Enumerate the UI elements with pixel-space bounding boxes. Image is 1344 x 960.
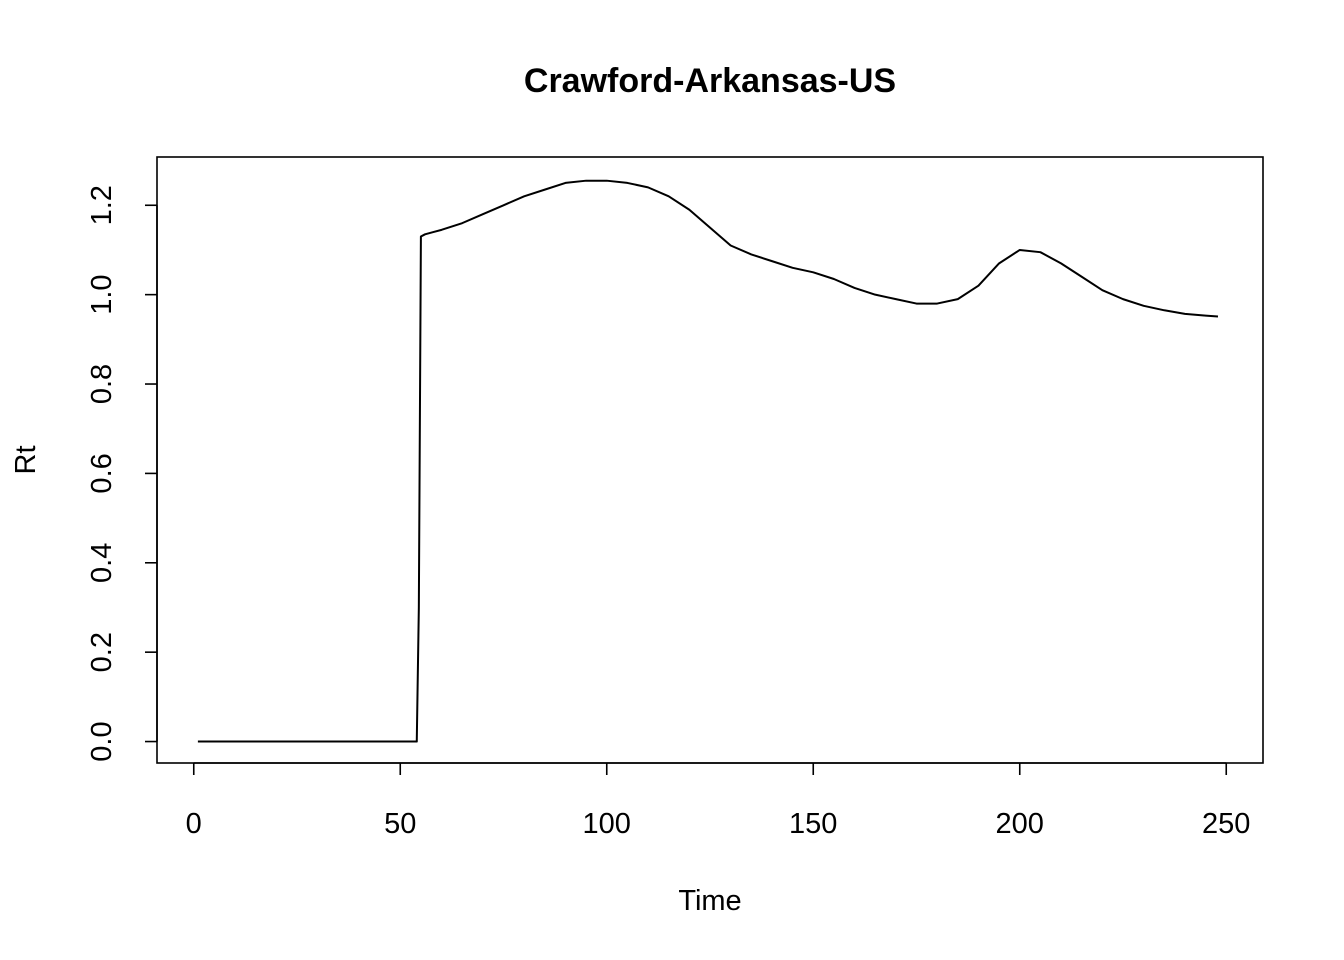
x-tick-label: 50	[384, 808, 416, 840]
x-tick-label: 100	[583, 808, 631, 840]
series-layer	[197, 179, 1219, 743]
x-tick-label: 0	[186, 808, 202, 840]
x-axis: 0 50 100 150 200 250	[186, 762, 1250, 840]
y-tick-label: 1.2	[86, 185, 118, 225]
y-tick-label: 0.2	[86, 632, 118, 672]
y-tick-label: 1.0	[86, 274, 118, 314]
rt-series-line	[197, 179, 1219, 743]
plot-area-border	[156, 156, 1264, 764]
y-axis-label: Rt	[10, 446, 42, 475]
x-axis-label: Time	[678, 885, 741, 917]
x-tick-label: 200	[996, 808, 1044, 840]
y-tick-label: 0.0	[86, 721, 118, 761]
y-tick-label: 0.4	[86, 543, 118, 583]
y-tick-label: 0.8	[86, 364, 118, 404]
y-tick-label: 0.6	[86, 453, 118, 493]
x-tick-label: 250	[1202, 808, 1250, 840]
x-tick-label: 150	[789, 808, 837, 840]
y-axis: 0.0 0.2 0.4 0.6 0.8 1.0 1.2	[86, 185, 158, 762]
chart-title: Crawford-Arkansas-US	[524, 62, 896, 100]
